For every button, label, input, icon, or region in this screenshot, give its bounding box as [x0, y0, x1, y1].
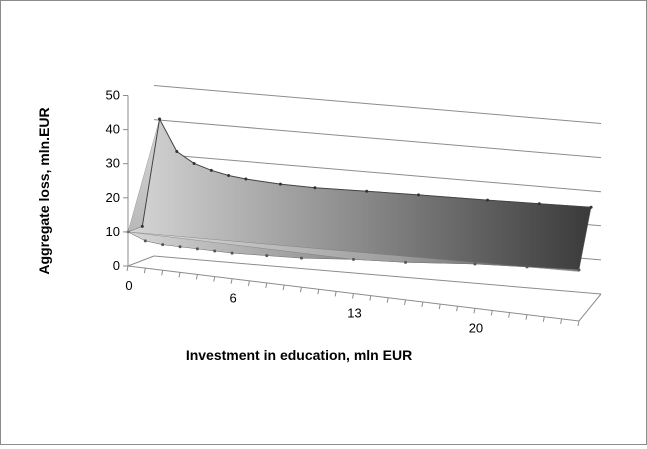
data-point: [178, 245, 182, 249]
x-axis-title: Investment in education, mln EUR: [186, 347, 412, 363]
data-point: [473, 262, 477, 266]
x-tick: [213, 276, 216, 282]
data-point: [265, 254, 269, 258]
x-tick: [421, 301, 424, 308]
x-tick: [352, 293, 354, 299]
y-axis-title: Aggregate loss, mln.EUR: [36, 107, 52, 274]
gridline: [153, 255, 602, 295]
x-tick: [508, 312, 511, 318]
x-tick-label: 6: [229, 291, 236, 306]
x-tick: [334, 291, 337, 297]
x-tick-label: 0: [125, 278, 132, 293]
data-point: [365, 189, 369, 193]
data-point: [158, 117, 162, 121]
data-point: [416, 193, 420, 197]
data-point: [486, 198, 490, 202]
surface-ridge-line: [141, 117, 592, 227]
data-point: [161, 243, 165, 247]
x-tick: [143, 268, 146, 274]
gridline: [153, 85, 602, 124]
y-tick-label: 40: [106, 122, 120, 137]
data-point: [352, 257, 355, 261]
data-point: [278, 182, 282, 186]
data-point: [227, 174, 231, 178]
chart-surface: [126, 117, 593, 272]
x-axis: 0 6 13 20: [125, 265, 580, 335]
data-point: [143, 239, 147, 243]
x-tick-label: 13: [347, 306, 361, 321]
y-tick-label: 50: [106, 88, 120, 103]
x-tick: [456, 306, 459, 312]
data-point: [589, 205, 593, 209]
x-tick: [265, 282, 268, 289]
x-tick: [369, 295, 372, 301]
x-tick: [161, 270, 164, 276]
floor-edge: [127, 255, 155, 267]
data-point: [537, 202, 541, 206]
gridline: [153, 153, 602, 193]
x-tick: [317, 289, 320, 295]
surface-top-sheet: [127, 118, 592, 271]
gridline: [153, 119, 602, 159]
y-axis: 0 10 20 30 40 50: [106, 88, 129, 273]
data-point: [230, 251, 234, 255]
x-tick: [525, 314, 528, 320]
data-point: [195, 247, 199, 251]
x-tick: [438, 303, 441, 310]
x-tick: [195, 274, 198, 280]
data-point: [577, 268, 581, 272]
data-point: [140, 224, 144, 228]
x-tick: [490, 310, 493, 316]
x-tick: [560, 318, 563, 324]
data-point: [213, 249, 217, 253]
data-point: [313, 186, 317, 190]
x-tick: [178, 272, 181, 278]
x-tick-label: 20: [469, 320, 483, 335]
x-tick: [404, 299, 407, 305]
data-point: [209, 168, 213, 172]
x-tick: [542, 316, 545, 322]
data-point: [192, 161, 196, 165]
x-tick: [299, 287, 302, 293]
x-tick: [247, 280, 250, 286]
data-point: [299, 256, 303, 260]
surface-front-band: [127, 231, 580, 272]
x-tick: [577, 320, 580, 327]
x-tick: [230, 278, 233, 284]
y-tick-label: 0: [113, 258, 120, 273]
data-point: [404, 260, 408, 264]
x-tick: [126, 265, 129, 272]
x-tick: [282, 284, 285, 291]
data-point: [244, 177, 248, 181]
data-point: [525, 265, 529, 269]
y-tick-label: 30: [106, 156, 120, 171]
y-tick-label: 10: [106, 224, 120, 239]
data-point: [175, 149, 179, 153]
y-tick-label: 20: [106, 190, 120, 205]
x-tick: [473, 308, 476, 314]
x-tick: [386, 297, 389, 303]
